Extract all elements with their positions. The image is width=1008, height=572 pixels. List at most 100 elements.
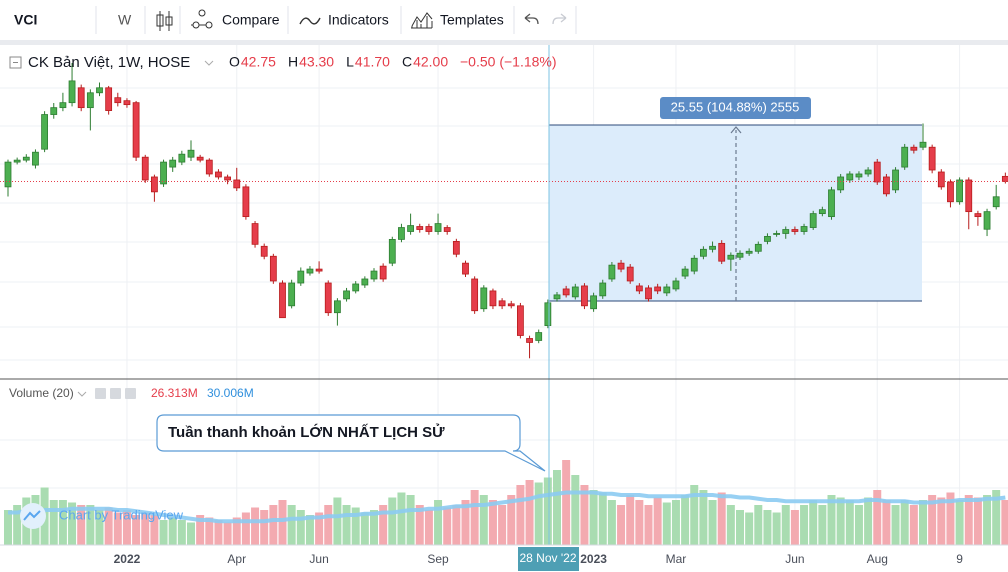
compare-button[interactable]: Compare [222, 12, 280, 28]
volume-bar [196, 515, 205, 545]
volume-bar [58, 500, 67, 545]
volume-bar [882, 500, 891, 545]
candle-body [635, 285, 643, 292]
candle-body [489, 290, 497, 307]
settings-icon[interactable] [110, 388, 121, 399]
toolbar-gap [0, 40, 1008, 45]
volume-bar [562, 460, 571, 545]
candle-body [343, 290, 350, 300]
legend-value: 42.00 [413, 54, 448, 70]
volume-bar [214, 520, 223, 545]
candle-body [361, 278, 369, 286]
volume-bar [287, 505, 296, 545]
volume-bar [928, 495, 937, 545]
interval[interactable]: W [118, 12, 132, 28]
candle-body [233, 179, 241, 189]
watermark: Chart by TradingView [59, 507, 184, 522]
templates-button[interactable]: Templates [440, 12, 504, 28]
indicators-button[interactable]: Indicators [328, 12, 389, 28]
callout-text: Tuần thanh khoản LỚN NHẤT LỊCH SỬ [168, 423, 445, 441]
candle-body [562, 288, 570, 296]
candle-body [608, 264, 616, 280]
collapse-icon[interactable] [9, 56, 22, 69]
candle-body [224, 176, 232, 181]
volume-bar [790, 510, 799, 545]
volume-bar [818, 505, 827, 545]
candle-body [269, 255, 277, 282]
symbol[interactable]: VCI [14, 12, 37, 28]
candle-body [471, 278, 479, 312]
volume-bar [589, 490, 598, 545]
volume-bar [241, 512, 250, 545]
candle-body [178, 153, 186, 163]
candle-body [68, 80, 76, 104]
undo-button[interactable] [524, 13, 539, 25]
candle-body [297, 270, 305, 284]
volume-bar [781, 505, 790, 545]
candle-body [324, 282, 332, 314]
volume-bar [113, 512, 122, 545]
remove-icon[interactable] [125, 388, 136, 399]
candle-body [425, 226, 433, 232]
candle-body [663, 286, 671, 294]
candle-body [681, 268, 689, 277]
candle-body [947, 181, 954, 203]
candle-body [773, 233, 780, 235]
volume-bar [278, 500, 287, 545]
candle-body [892, 169, 899, 191]
indicators-icon[interactable] [299, 17, 321, 25]
measure-label-box [660, 97, 811, 119]
candle-body [809, 213, 817, 228]
volume-dropdown[interactable] [77, 391, 87, 397]
volume-bar [662, 502, 671, 545]
candle-body [114, 97, 122, 104]
candle-body [599, 282, 607, 297]
candle-body [215, 171, 222, 178]
candle-body [736, 252, 744, 258]
candle-body [782, 229, 790, 234]
candle-body [974, 213, 982, 218]
volume-bar [168, 517, 177, 545]
candle-body [105, 87, 113, 111]
volume-pane [4, 460, 1008, 545]
candle-body [13, 159, 21, 163]
legend-dropdown[interactable] [204, 60, 214, 66]
candle-body [535, 332, 543, 341]
volume-bar [919, 500, 927, 545]
candle-body [315, 268, 323, 272]
candle-body [379, 265, 387, 280]
candle-body [169, 159, 177, 168]
candle-body [288, 282, 296, 307]
candle-body [581, 285, 588, 307]
volume-bar [49, 500, 58, 545]
candle-body [41, 114, 48, 150]
candle-body [77, 87, 85, 109]
volume-bar [177, 520, 186, 545]
volume-bar [845, 500, 854, 545]
volume-bar [333, 497, 342, 545]
volume-bar [424, 510, 433, 545]
volume-bar [141, 512, 150, 545]
candle-body [544, 302, 552, 326]
compare-icon[interactable] [191, 9, 213, 29]
candle-body [50, 107, 58, 115]
templates-icon[interactable] [411, 12, 433, 29]
visibility-icon[interactable] [95, 388, 106, 399]
volume-bar [534, 482, 543, 545]
volume-bar [397, 492, 406, 545]
candle-body [754, 243, 762, 252]
volume-legend-ma: 30.006M [207, 386, 254, 400]
candle-body [59, 102, 67, 109]
candle-body [983, 211, 991, 230]
redo-button[interactable] [552, 13, 567, 25]
volume-ma-line [8, 490, 1006, 524]
candle-body [132, 102, 140, 158]
volume-bar [324, 505, 333, 545]
volume-bar [525, 480, 534, 545]
chart-style-icon[interactable] [156, 11, 173, 31]
candle-body [919, 141, 927, 148]
volume-bar [754, 505, 763, 545]
volume-bar [671, 500, 680, 545]
volume-bar [983, 495, 992, 545]
volume-bar [809, 500, 818, 545]
